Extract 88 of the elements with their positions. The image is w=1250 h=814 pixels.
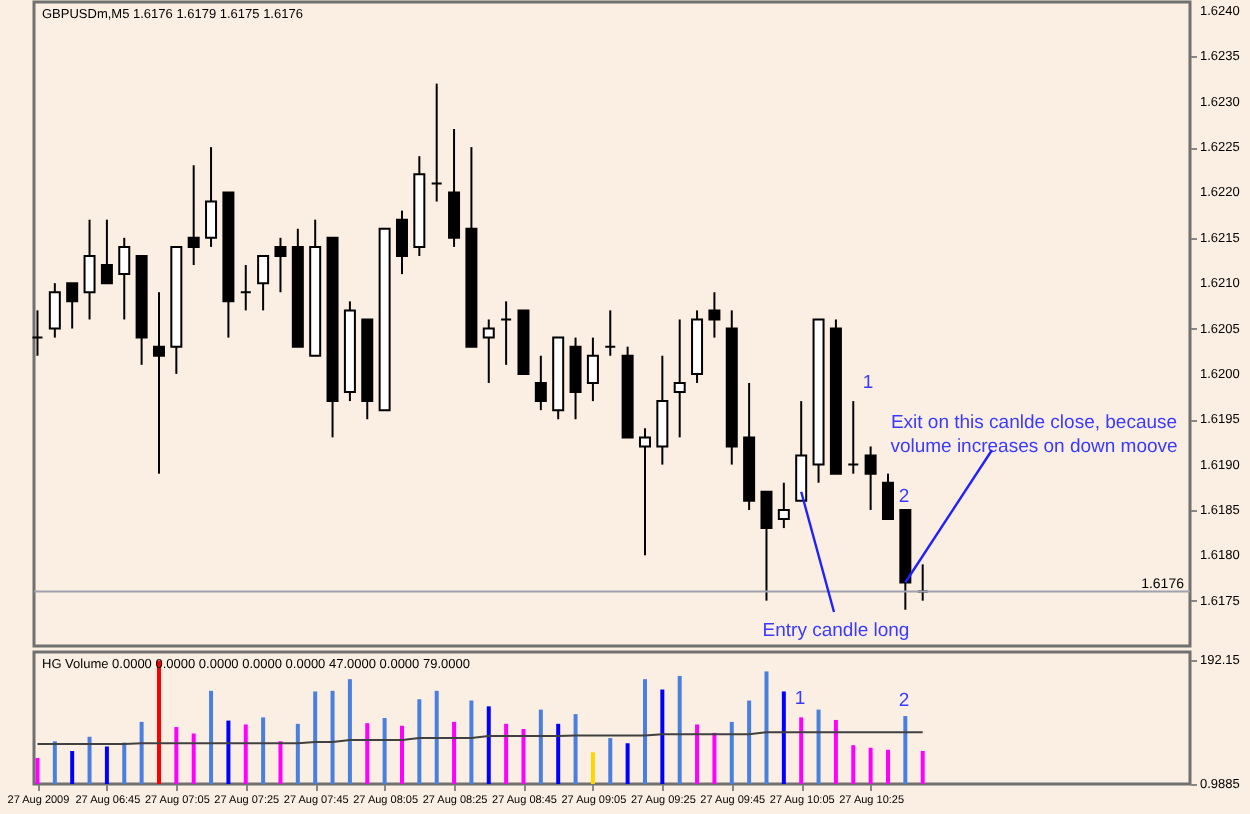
annotation: 2 — [898, 486, 910, 508]
candlestick — [638, 427, 651, 557]
candlestick — [395, 209, 408, 276]
bar — [174, 727, 179, 784]
bar — [52, 741, 57, 784]
bar — [243, 724, 248, 784]
bar — [590, 752, 595, 784]
bar — [521, 729, 526, 784]
candlestick — [274, 236, 287, 294]
bar — [209, 690, 214, 784]
candlestick — [31, 309, 44, 357]
bar — [504, 723, 509, 784]
candlestick — [881, 472, 894, 521]
bar — [104, 746, 109, 784]
candlestick — [586, 336, 599, 403]
bar — [556, 723, 561, 784]
bar — [764, 671, 769, 784]
bar — [851, 745, 856, 784]
bar — [226, 720, 231, 784]
bar — [70, 750, 75, 784]
candlestick — [66, 282, 79, 330]
candlestick — [118, 236, 131, 321]
bar — [538, 709, 543, 784]
candlestick — [83, 218, 96, 321]
bar — [313, 691, 318, 784]
bar — [417, 699, 422, 784]
annotation: Entry candle long — [762, 620, 910, 642]
candlestick — [100, 218, 113, 285]
candlestick — [257, 254, 270, 312]
annotation: 1 — [794, 688, 806, 710]
bar — [868, 747, 873, 784]
bar — [660, 689, 665, 784]
bar — [278, 741, 283, 784]
bar — [729, 721, 734, 784]
candlestick — [673, 318, 686, 439]
candlestick — [187, 164, 200, 267]
candlestick — [500, 300, 513, 366]
candlestick — [760, 490, 773, 602]
bar — [608, 738, 613, 784]
bar — [261, 717, 266, 784]
bar — [486, 706, 491, 784]
bar — [816, 709, 821, 784]
candlestick — [239, 264, 252, 312]
bar — [330, 690, 335, 784]
bar — [434, 690, 439, 784]
bar — [695, 724, 700, 784]
bar — [452, 721, 457, 784]
bar — [122, 742, 127, 784]
bar — [35, 758, 40, 784]
bar — [87, 736, 92, 784]
candlestick — [795, 400, 808, 502]
bar — [781, 691, 786, 784]
bar — [677, 675, 682, 784]
candlestick — [656, 354, 669, 466]
bar — [347, 679, 352, 784]
bar — [139, 721, 144, 784]
candlestick — [48, 282, 61, 339]
bar — [833, 719, 838, 784]
bar — [903, 716, 908, 784]
bar — [747, 700, 752, 784]
bar — [642, 679, 647, 784]
bar — [382, 718, 387, 784]
bar — [712, 732, 717, 784]
bar — [365, 723, 370, 784]
candlestick — [708, 291, 721, 339]
bar — [885, 749, 890, 784]
bar — [191, 733, 196, 784]
candlestick — [430, 82, 443, 203]
annotation: 2 — [898, 690, 910, 712]
candlestick — [205, 146, 218, 248]
candlestick — [448, 127, 461, 248]
bar — [625, 743, 630, 784]
candlestick — [847, 400, 860, 475]
candlestick — [604, 309, 617, 357]
candlestick — [482, 318, 495, 384]
annotation: 1 — [862, 372, 874, 394]
bar — [295, 723, 300, 784]
bar — [799, 717, 804, 784]
candlestick — [152, 291, 165, 475]
bar — [399, 725, 404, 784]
candlestick — [777, 481, 790, 530]
candlestick — [569, 336, 582, 421]
bar — [469, 700, 474, 784]
bar — [573, 714, 578, 784]
annotation: Exit on this canlde close, because volume increases on down moove — [890, 412, 1178, 458]
candlestick — [534, 354, 547, 412]
candlestick — [864, 445, 877, 511]
bar — [920, 750, 925, 784]
